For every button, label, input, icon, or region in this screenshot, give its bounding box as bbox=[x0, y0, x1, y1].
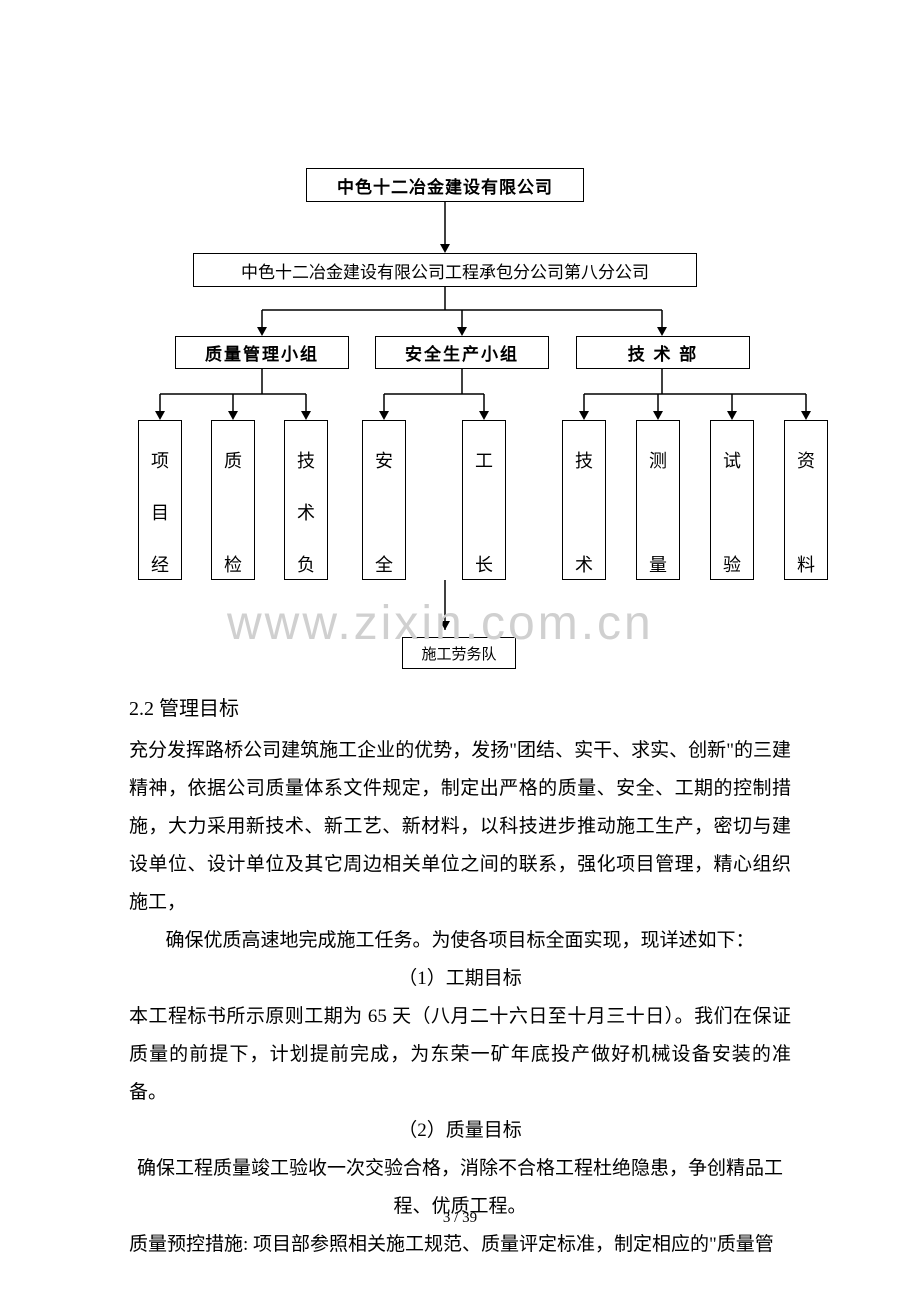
org-leaf-char: 验 bbox=[723, 539, 741, 591]
org-leaf-char bbox=[730, 487, 735, 539]
org-group-label: 安全生产小组 bbox=[405, 340, 519, 365]
org-leaf-node: 技 术 bbox=[562, 420, 606, 580]
org-leaf-char: 工 bbox=[475, 435, 493, 487]
org-leaf-char: 料 bbox=[797, 539, 815, 591]
sub2-body: 确保工程质量竣工验收一次交验合格，消除不合格工程杜绝隐患，争创精品工程、优质工程… bbox=[129, 1150, 791, 1226]
org-leaf-char: 目 bbox=[151, 487, 169, 539]
paragraph-2: 确保优质高速地完成施工任务。为使各项目标全面实现，现详述如下： bbox=[129, 922, 791, 960]
org-leaf-char: 技 bbox=[297, 435, 315, 487]
org-leaf-char bbox=[804, 487, 809, 539]
body-text: 2.2 管理目标 充分发挥路桥公司建筑施工企业的优势，发扬"团结、实干、求实、创… bbox=[129, 690, 791, 1264]
org-group-node: 质量管理小组 bbox=[175, 336, 349, 369]
org-leaf-node: 项目经 bbox=[138, 420, 182, 580]
org-leaf-char bbox=[231, 487, 236, 539]
org-second-label: 中色十二冶金建设有限公司工程承包分公司第八分公司 bbox=[241, 258, 649, 283]
sub2-title: （2）质量目标 bbox=[129, 1112, 791, 1150]
org-leaf-node: 安 全 bbox=[362, 420, 406, 580]
org-leaf-char: 全 bbox=[375, 539, 393, 591]
org-leaf-char: 质 bbox=[224, 435, 242, 487]
org-second-node: 中色十二冶金建设有限公司工程承包分公司第八分公司 bbox=[193, 253, 697, 287]
org-group-label: 质量管理小组 bbox=[205, 340, 319, 365]
sub1-body: 本工程标书所示原则工期为 65 天（八月二十六日至十月三十日）。我们在保证质量的… bbox=[129, 998, 791, 1112]
document-page: 中色十二冶金建设有限公司 中色十二冶金建设有限公司工程承包分公司第八分公司 质量… bbox=[0, 0, 920, 1302]
org-leaf-char: 检 bbox=[224, 539, 242, 591]
org-leaf-char: 术 bbox=[575, 539, 593, 591]
org-leaf-char bbox=[382, 487, 387, 539]
watermark-text: www.zixin.com.cn bbox=[227, 596, 654, 651]
org-group-node: 技 术 部 bbox=[576, 336, 750, 369]
paragraph-1: 充分发挥路桥公司建筑施工企业的优势，发扬"团结、实干、求实、创新"的三建精神，依… bbox=[129, 732, 791, 922]
org-leaf-node: 资 料 bbox=[784, 420, 828, 580]
org-top-label: 中色十二冶金建设有限公司 bbox=[337, 173, 553, 198]
org-chart: 中色十二冶金建设有限公司 中色十二冶金建设有限公司工程承包分公司第八分公司 质量… bbox=[0, 0, 920, 680]
org-leaf-node: 测 量 bbox=[636, 420, 680, 580]
org-leaf-char: 测 bbox=[649, 435, 667, 487]
org-leaf-char bbox=[656, 487, 661, 539]
org-leaf-char: 试 bbox=[723, 435, 741, 487]
org-leaf-node: 质 检 bbox=[211, 420, 255, 580]
org-top-node: 中色十二冶金建设有限公司 bbox=[306, 168, 584, 202]
org-leaf-char: 项 bbox=[151, 435, 169, 487]
org-group-node: 安全生产小组 bbox=[375, 336, 549, 369]
org-leaf-node: 工 长 bbox=[462, 420, 506, 580]
org-leaf-char: 负 bbox=[297, 539, 315, 591]
org-leaf-char: 长 bbox=[475, 539, 493, 591]
org-leaf-node: 技术负 bbox=[284, 420, 328, 580]
org-leaf-char: 资 bbox=[797, 435, 815, 487]
org-leaf-char: 术 bbox=[297, 487, 315, 539]
org-leaf-char bbox=[582, 487, 587, 539]
org-leaf-char: 量 bbox=[649, 539, 667, 591]
sub1-title: （1）工期目标 bbox=[129, 960, 791, 998]
org-leaf-char bbox=[482, 487, 487, 539]
section-heading: 2.2 管理目标 bbox=[129, 690, 791, 728]
org-leaf-char: 经 bbox=[151, 539, 169, 591]
org-leaf-node: 试 验 bbox=[710, 420, 754, 580]
org-group-label: 技 术 部 bbox=[628, 340, 698, 365]
org-leaf-char: 技 bbox=[575, 435, 593, 487]
org-leaf-char: 安 bbox=[375, 435, 393, 487]
sub3-body: 质量预控措施: 项目部参照相关施工规范、质量评定标准，制定相应的"质量管 bbox=[129, 1226, 791, 1264]
